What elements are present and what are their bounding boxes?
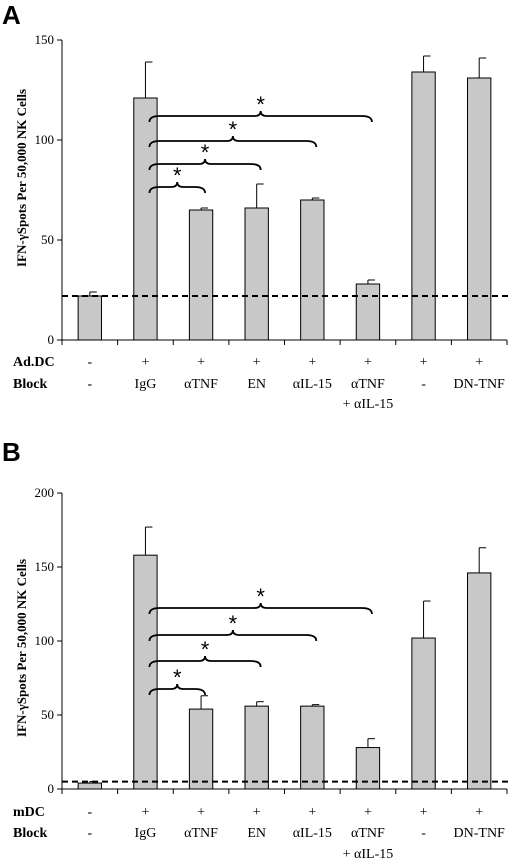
panel-a-bar — [411, 71, 436, 341]
panel-a-row-label: Ad.DC — [13, 355, 55, 370]
panel-a-y-tick-label: 50 — [41, 232, 54, 247]
panel-a-row-cell: + — [308, 355, 316, 370]
panel-b-letter: B — [2, 437, 21, 467]
panel-a-row-cell: + — [141, 355, 149, 370]
panel-b-significance-bracket — [148, 655, 262, 668]
panel-b-bar — [467, 572, 492, 790]
panel-b-y-tick-label: 50 — [41, 707, 54, 722]
panel-b-significance-bracket — [148, 683, 206, 696]
panel-a-letter: A — [2, 0, 21, 30]
panel-b-bar — [244, 705, 269, 790]
panel-b-row-cell: + — [308, 805, 316, 820]
panel-a-bar — [244, 207, 269, 341]
panel-a-row-cell: EN — [247, 377, 266, 392]
panel-a-y-tick-label: 0 — [48, 332, 55, 347]
panel-b-row-cell: + — [475, 805, 483, 820]
panel-b-row-cell: αTNF — [184, 826, 218, 841]
panel-b-row-cell: + — [253, 805, 261, 820]
panel-b-row-cell: + — [364, 805, 372, 820]
panel-b-bar — [355, 747, 381, 790]
panel-a-significance-star: * — [229, 117, 238, 142]
panel-b-row-cell: - — [87, 826, 92, 841]
panel-a-row-cell: - — [87, 377, 92, 392]
panel-a-row-cell: + — [253, 355, 261, 370]
panel-b-row-cell: EN — [247, 826, 266, 841]
panel-b-significance-star: * — [201, 637, 210, 662]
panel-a-bar — [77, 295, 102, 341]
panel-b-row-cell-second-line: + αIL-15 — [343, 847, 394, 862]
panel-b-y-tick-label: 150 — [35, 559, 55, 574]
panel-b-significance-star: * — [229, 611, 238, 636]
panel-a-bar — [467, 77, 492, 341]
panel-a-row-cell: αTNF — [351, 377, 385, 392]
panel-b-row-cell: αTNF — [351, 826, 385, 841]
panel-a-row-cell: + — [475, 355, 483, 370]
panel-b-y-tick-label: 200 — [35, 485, 55, 500]
panel-a-row-cell: + — [197, 355, 205, 370]
panel-a-significance-bracket — [148, 135, 318, 148]
panel-b-bar — [133, 554, 158, 790]
panel-b-row-label: Block — [13, 826, 47, 841]
panel-b-row-cell: DN-TNF — [454, 826, 506, 841]
panel-b-row-cell: - — [87, 805, 92, 820]
panel-b-row-cell: + — [197, 805, 205, 820]
panel-b-row-cell: - — [421, 826, 426, 841]
panel-a-y-tick-label: 150 — [35, 32, 55, 47]
panel-a-row-label: Block — [13, 377, 47, 392]
panel-a-significance-star: * — [256, 92, 265, 117]
panel-a-bar — [300, 199, 325, 341]
panel-b-row-cell: IgG — [135, 826, 157, 841]
panel-a-row-cell: + — [364, 355, 372, 370]
panel-b-y-tick-label: 0 — [48, 781, 55, 796]
panel-a-row-cell: IgG — [135, 377, 157, 392]
panel-a-significance-bracket — [148, 181, 206, 194]
panel-a-significance-star: * — [201, 140, 210, 165]
panel-b-row-cell: + — [420, 805, 428, 820]
panel-a-chart: 0 50 100 150 * * * * Ad.DC - + + + + + + + Block - IgG αTNF E… — [13, 32, 510, 412]
panel-b-bar — [77, 782, 102, 790]
panel-b-significance-star: * — [173, 665, 182, 690]
panel-b-row-cell: αIL-15 — [293, 826, 332, 841]
panel-a-bar — [133, 97, 158, 341]
panel-b-bar — [411, 637, 436, 790]
panel-a-bar — [188, 209, 214, 341]
panel-a-row-cell: αTNF — [184, 377, 218, 392]
panel-b-significance-bracket — [148, 629, 318, 642]
panel-b-row-label: mDC — [13, 805, 45, 820]
panel-b-row-cell: + — [141, 805, 149, 820]
panel-b-bar — [300, 705, 325, 790]
panel-a-bar — [355, 283, 381, 341]
panel-a-row-cell-second-line: + αIL-15 — [343, 397, 394, 412]
panel-a-row-cell: + — [420, 355, 428, 370]
panel-b-ylabel: IFN-γSpots Per 50,000 NK Cells — [14, 559, 29, 737]
panel-a-significance-bracket — [148, 110, 373, 123]
panel-a-ylabel: IFN-γSpots Per 50,000 NK Cells — [14, 89, 29, 267]
panel-a-significance-bracket — [148, 158, 262, 171]
panel-a-significance-star: * — [173, 163, 182, 188]
panel-b-significance-star: * — [256, 584, 265, 609]
panel-a-row-cell: - — [87, 355, 92, 370]
panel-a-row-cell: - — [421, 377, 426, 392]
panel-b-chart: 0 50 100 150 200 * * * * mDC - + + + + + + + Block - IgG αTNF… — [13, 485, 510, 862]
panel-a-y-tick-label: 100 — [35, 132, 55, 147]
panel-b-y-tick-label: 100 — [35, 633, 55, 648]
panel-b-significance-bracket — [148, 602, 373, 615]
panel-a-row-cell: DN-TNF — [454, 377, 506, 392]
panel-a-row-cell: αIL-15 — [293, 377, 332, 392]
panel-b-bar — [188, 708, 214, 790]
